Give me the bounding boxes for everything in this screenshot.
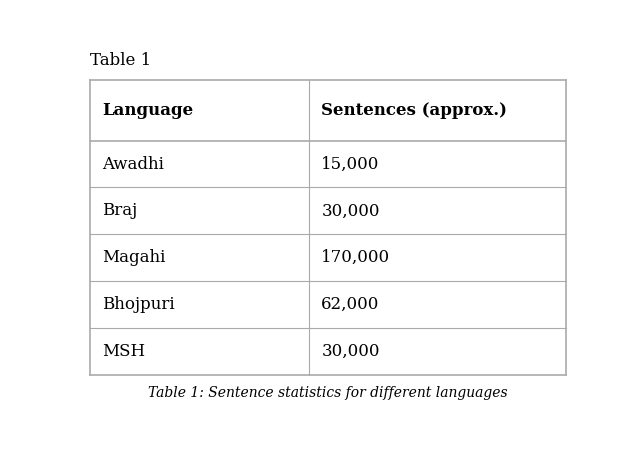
Text: Table 1: Sentence statistics for different languages: Table 1: Sentence statistics for differe… bbox=[148, 386, 508, 400]
Text: 15,000: 15,000 bbox=[321, 155, 380, 173]
Text: 30,000: 30,000 bbox=[321, 343, 380, 360]
Text: MSH: MSH bbox=[102, 343, 145, 360]
Text: Bhojpuri: Bhojpuri bbox=[102, 296, 175, 313]
Text: Sentences (approx.): Sentences (approx.) bbox=[321, 102, 508, 118]
Text: Braj: Braj bbox=[102, 203, 138, 219]
Text: 62,000: 62,000 bbox=[321, 296, 380, 313]
Text: Language: Language bbox=[102, 102, 193, 118]
Text: 30,000: 30,000 bbox=[321, 203, 380, 219]
Text: Awadhi: Awadhi bbox=[102, 155, 164, 173]
Text: 170,000: 170,000 bbox=[321, 249, 390, 266]
Text: Table 1: Table 1 bbox=[90, 52, 151, 69]
Text: Magahi: Magahi bbox=[102, 249, 166, 266]
